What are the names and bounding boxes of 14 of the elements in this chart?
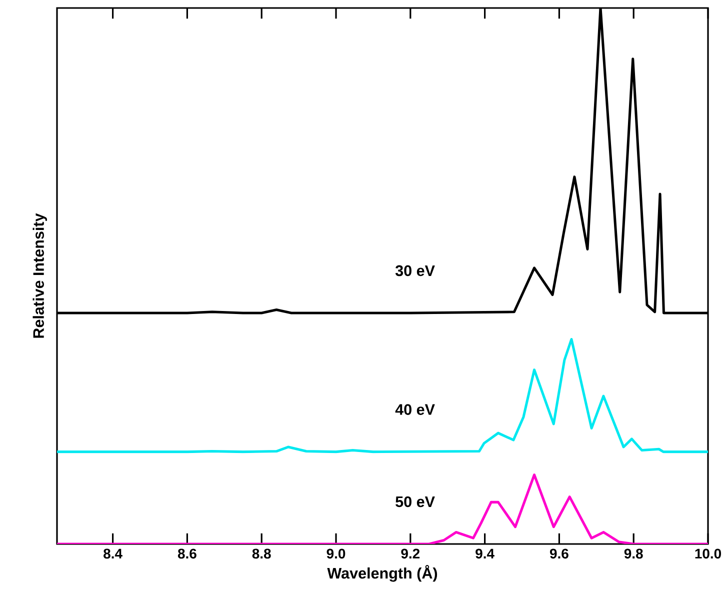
x-tick-label: 8.4	[104, 548, 122, 559]
x-tick-label: 9.2	[401, 548, 420, 559]
text: 40 eV	[395, 404, 435, 415]
x-tick-label: 9.0	[326, 548, 346, 559]
x-tick-label: 9.8	[624, 548, 643, 559]
x-tick-label: 8.6	[178, 548, 196, 559]
x-tick-label: 9.4	[476, 548, 494, 559]
y-axis-title: Relative Intensity	[32, 213, 47, 338]
x-tick-label: 10.0	[695, 548, 722, 559]
text: 30 eV	[395, 265, 435, 276]
x-tick-label: 9.6	[550, 548, 568, 559]
x-axis-title: Wavelength (Å)	[327, 565, 438, 582]
text: 50 eV	[396, 496, 435, 508]
x-tick-label: 8.8	[252, 548, 271, 559]
